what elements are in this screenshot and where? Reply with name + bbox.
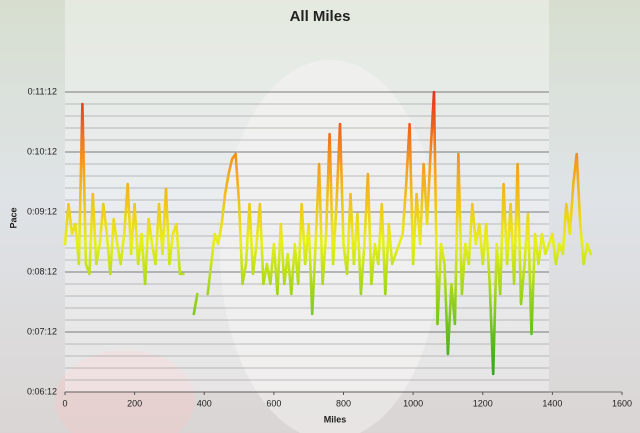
x-tick-label: 800: [336, 398, 351, 408]
x-tick-label: 1600: [612, 398, 632, 408]
x-tick-label: 1200: [473, 398, 493, 408]
x-tick-label: 1400: [542, 398, 562, 408]
x-tick-label: 400: [197, 398, 212, 408]
x-tick-label: 600: [266, 398, 281, 408]
pace-line: [63, 90, 592, 376]
y-axis-title: Pace: [8, 207, 18, 228]
chart-title: All Miles: [290, 8, 351, 25]
x-tick-label: 200: [127, 398, 142, 408]
y-tick-label: 0:10:12: [27, 146, 57, 156]
y-tick-label: 0:06:12: [27, 386, 57, 396]
plot-backdrop: [65, 0, 549, 392]
y-tick-label: 0:07:12: [27, 326, 57, 336]
y-tick-label: 0:11:12: [28, 86, 57, 96]
x-axis-title: Miles: [324, 414, 347, 424]
y-tick-label: 0:09:12: [27, 206, 57, 216]
x-tick-label: 1000: [403, 398, 423, 408]
x-tick-label: 0: [62, 398, 67, 408]
y-tick-label: 0:08:12: [27, 266, 57, 276]
